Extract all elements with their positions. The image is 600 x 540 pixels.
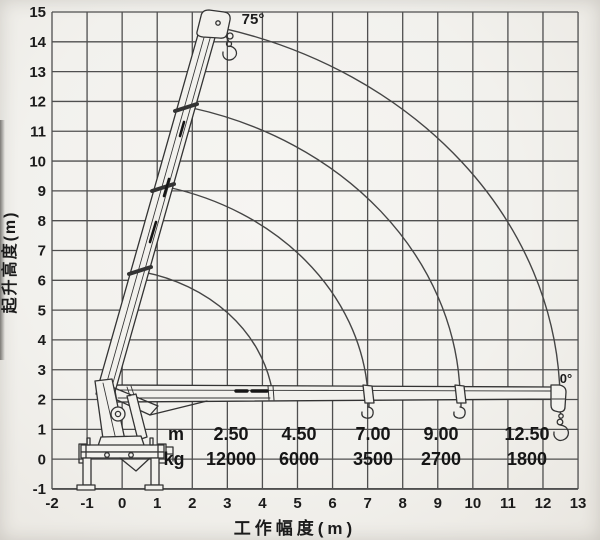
boom-tip-head — [550, 384, 567, 413]
table-capacity-value: 3500 — [353, 449, 393, 469]
x-tick-label: 7 — [363, 495, 371, 512]
y-tick-label: 14 — [29, 34, 46, 51]
base-bolt — [128, 452, 134, 458]
load-capacity-table: m kg 2.50 4.50 7.00 9.00 12.50 12000 6000 3500 2… — [163, 424, 549, 469]
y-tick-label: 3 — [38, 362, 46, 379]
table-capacity-value: 12000 — [206, 449, 256, 469]
y-tick-label: 2 — [38, 392, 46, 409]
hook-icon-mid-2 — [453, 406, 466, 419]
luffing-cylinder — [126, 385, 148, 441]
boom-raised — [95, 9, 238, 400]
boom-tip-arc — [166, 186, 369, 390]
table-capacity-value: 6000 — [279, 449, 319, 469]
x-axis-title: 工作幅度(m) — [234, 518, 356, 538]
table-radius-value: 12.50 — [504, 424, 549, 444]
hook-icon-mid-1 — [361, 406, 374, 419]
boom-tip-arc — [142, 271, 273, 390]
x-tick-label: 6 — [328, 495, 336, 512]
boom-joint — [267, 385, 275, 401]
x-tick-label: -2 — [45, 495, 58, 512]
base-frame — [80, 451, 165, 459]
x-tick-label: 12 — [535, 495, 552, 512]
y-tick-label: -1 — [33, 481, 46, 498]
y-tick-label: 1 — [38, 422, 46, 439]
left-outrigger-foot — [76, 484, 96, 491]
grid — [51, 11, 579, 490]
x-tick-label: 4 — [258, 495, 267, 512]
axes: 起升高度(m) 工作幅度(m) 75° 0° 15141312111098765… — [0, 4, 586, 538]
section-mark-collar — [454, 384, 467, 404]
table-row-label-m: m — [168, 424, 184, 444]
table-capacity-value: 1800 — [507, 449, 547, 469]
y-tick-label: 0 — [38, 451, 46, 468]
lock-pin-left — [86, 437, 91, 446]
x-tick-label: 2 — [188, 495, 196, 512]
y-axis-title: 起升高度(m) — [0, 211, 19, 315]
y-tick-label: 12 — [29, 94, 46, 111]
table-radius-value: 4.50 — [281, 424, 316, 444]
y-tick-label: 13 — [29, 64, 46, 81]
right-jack — [165, 446, 174, 462]
y-tick-label: 4 — [38, 332, 47, 349]
min-boom-angle-label: 0° — [560, 371, 572, 386]
right-outrigger-foot — [144, 484, 164, 491]
y-tick-label: 15 — [29, 4, 46, 21]
x-tick-label: 8 — [399, 495, 407, 512]
x-tick-label: 0 — [118, 495, 126, 512]
boom-tip-arc — [192, 107, 461, 390]
boom-raised-body — [95, 30, 217, 400]
base-bolt — [104, 452, 110, 458]
under-braces — [119, 457, 151, 472]
boom-tip — [550, 384, 570, 442]
y-tick-label: 7 — [38, 243, 46, 260]
x-tick-label: -1 — [80, 495, 93, 512]
boom-collars — [127, 102, 199, 276]
x-tick-label: 3 — [223, 495, 231, 512]
y-tick-label: 10 — [29, 153, 46, 170]
left-outrigger-leg — [82, 457, 92, 486]
boom-tip-arc — [223, 27, 561, 390]
x-tick-label: 11 — [500, 495, 516, 512]
table-radius-value: 7.00 — [355, 424, 390, 444]
crane-illustration — [76, 9, 570, 491]
table-row-label-kg: kg — [163, 449, 184, 469]
y-tick-label: 5 — [38, 302, 46, 319]
boom-tip-arcs — [142, 27, 561, 390]
outrigger-beam — [80, 444, 165, 453]
max-boom-angle-label: 75° — [242, 11, 265, 28]
right-outrigger-leg — [150, 457, 160, 486]
y-tick-label: 9 — [38, 183, 46, 200]
table-radius-value: 2.50 — [213, 424, 248, 444]
boom-raised-section-lines — [102, 33, 212, 398]
lock-pin-right — [149, 437, 154, 446]
boom-horizontal-body — [113, 384, 554, 403]
boom-head-sheave — [215, 20, 221, 26]
x-tick-label: 1 — [153, 495, 161, 512]
hook-icon-top — [222, 32, 238, 61]
x-tick-label: 5 — [293, 495, 301, 512]
x-tick-label: 10 — [464, 495, 481, 512]
table-capacity-value: 2700 — [421, 449, 461, 469]
slew-hub — [110, 406, 126, 422]
crane-base — [76, 435, 174, 491]
y-tick-label: 11 — [30, 123, 46, 140]
section-mark-collar — [362, 384, 375, 404]
y-tick-label: 8 — [38, 213, 46, 230]
boom-head — [196, 9, 231, 39]
hook-icon-tip — [553, 411, 570, 442]
boom-horizontal — [113, 384, 554, 403]
boom-section-marks — [361, 384, 467, 419]
y-tick-label: 6 — [38, 272, 46, 289]
x-tick-label: 13 — [570, 495, 587, 512]
boom-horizontal-chord-lines — [117, 389, 552, 399]
x-tick-label: 9 — [434, 495, 442, 512]
boom-edge-dashes — [148, 120, 186, 244]
table-radius-value: 9.00 — [423, 424, 458, 444]
